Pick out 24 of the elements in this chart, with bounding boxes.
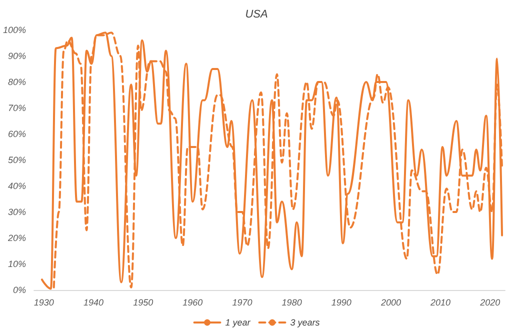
x-tick-label: 1940 [83, 298, 104, 308]
y-tick-label: 20% [7, 233, 26, 243]
legend-label: 1 year [225, 318, 252, 328]
y-tick-label: 70% [8, 103, 26, 113]
y-tick-label: 10% [8, 259, 26, 269]
chart-title: USA [245, 8, 268, 20]
y-tick-label: 50% [8, 155, 26, 165]
x-tick-label: 1950 [133, 298, 154, 308]
y-tick-label: 0% [13, 285, 26, 295]
x-tick-label: 1980 [282, 298, 302, 308]
y-tick-label: 30% [8, 207, 26, 217]
y-tick-label: 80% [8, 77, 26, 87]
x-tick-label: 1930 [34, 298, 54, 308]
x-tick-label: 1970 [232, 298, 252, 308]
x-tick-label: 1960 [182, 298, 203, 308]
y-tick-label: 60% [8, 129, 26, 139]
x-tick-label: 2020 [479, 298, 500, 308]
y-tick-label: 100% [2, 25, 26, 35]
y-tick-label: 90% [8, 51, 26, 61]
y-tick-label: 40% [8, 181, 26, 191]
legend-label: 3 years [290, 318, 320, 328]
x-tick-label: 2000 [380, 298, 401, 308]
x-tick-label: 2010 [430, 298, 451, 308]
x-tick-label: 1990 [331, 298, 352, 308]
